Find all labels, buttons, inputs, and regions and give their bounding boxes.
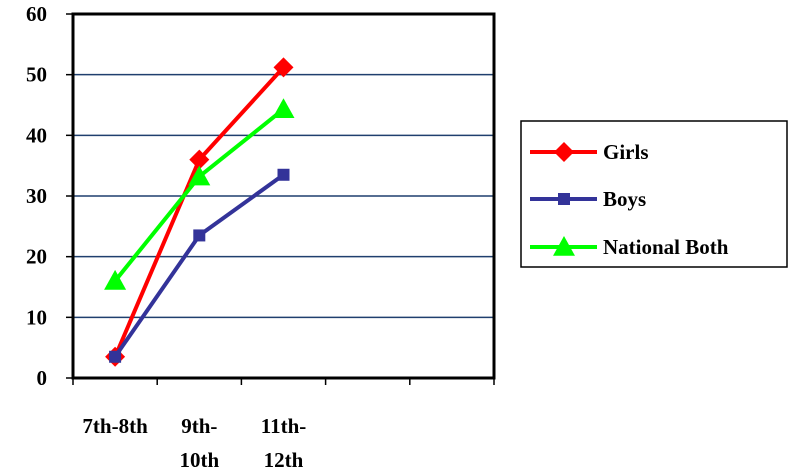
series-line-girls bbox=[113, 66, 285, 358]
legend-marker-national-both bbox=[553, 236, 575, 256]
legend: Girls Boys National Both bbox=[520, 120, 788, 268]
series-point-boys-2 bbox=[277, 168, 290, 181]
y-tick-label-50: 50 bbox=[26, 63, 47, 87]
legend-label-national-both: National Both bbox=[603, 235, 729, 259]
y-tick-labels: 0 10 20 30 40 50 60 bbox=[26, 2, 47, 390]
x-tick-label-line: 10th bbox=[179, 448, 219, 472]
y-tick-label-10: 10 bbox=[26, 305, 47, 329]
y-tick-label-60: 60 bbox=[26, 2, 47, 26]
x-tick-label-1: 9th- 10th bbox=[179, 414, 219, 472]
y-tick-label-30: 30 bbox=[26, 184, 47, 208]
legend-label-girls: Girls bbox=[603, 140, 649, 164]
legend-marker-girls bbox=[554, 142, 574, 162]
x-tick-label-2: 11th- 12th bbox=[261, 414, 307, 472]
series-point-national-both-0 bbox=[104, 269, 127, 290]
series-point-boys-1 bbox=[193, 229, 206, 242]
series-point-girls-1 bbox=[189, 149, 210, 170]
x-tick-labels: 7th-8th 9th- 10th 11th- 12th bbox=[82, 414, 306, 472]
series-layer bbox=[104, 57, 295, 367]
y-tick-label-0: 0 bbox=[37, 366, 48, 390]
legend-label-boys: Boys bbox=[603, 187, 646, 211]
series-line-boys bbox=[113, 173, 285, 358]
axes bbox=[66, 12, 496, 385]
x-tick-label-line: 12th bbox=[264, 448, 304, 472]
series-point-national-both-2 bbox=[272, 98, 295, 119]
y-tick-label-40: 40 bbox=[26, 123, 47, 147]
y-tick-label-20: 20 bbox=[26, 245, 47, 269]
series-point-girls-2 bbox=[273, 57, 294, 78]
legend-marker-boys bbox=[558, 193, 570, 205]
series-point-national-both-1 bbox=[188, 165, 211, 186]
x-tick-label-line: 9th- bbox=[181, 414, 217, 438]
x-tick-label-line: 7th-8th bbox=[82, 414, 148, 438]
series-point-boys-0 bbox=[109, 350, 122, 363]
x-tick-label-line: 11th- bbox=[261, 414, 307, 438]
x-tick-label-0: 7th-8th bbox=[82, 414, 148, 438]
